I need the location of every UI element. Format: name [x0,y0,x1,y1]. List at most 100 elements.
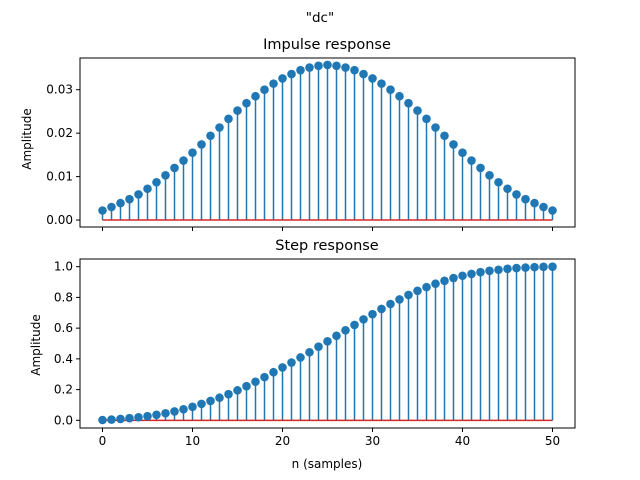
step-stem-marker [449,273,458,283]
impulse-stem-marker [404,98,413,108]
step-stem-marker [170,407,179,416]
step-stem-marker [206,396,215,406]
impulse-stem-marker [197,140,206,149]
step-stem-marker [107,415,116,424]
step-response-plot: Step response Amplitude n (samples) 0 10 2… [29,238,576,471]
impulse-stem-marker [530,198,539,208]
step-x-tick-label: 10 [185,434,200,448]
impulse-stem-marker [296,65,305,75]
step-stem-marker [530,262,539,272]
step-stem-marker [152,410,161,420]
step-x-tick-label: 0 [99,434,107,448]
step-stem-marker [377,304,386,314]
step-stem-marker [512,263,521,273]
impulse-stem-marker [458,148,467,158]
impulse-stem-marker [251,91,260,101]
step-stem-marker [197,399,206,409]
step-plot-title: Step response [275,238,379,254]
impulse-stem-marker [323,60,332,70]
impulse-stem-marker [539,202,548,212]
impulse-stem-marker [143,184,152,194]
impulse-axes-frame [79,57,576,228]
step-stem-marker [188,402,197,412]
step-stem-marker [125,413,134,423]
impulse-axes: 0.00 0.01 0.02 0.03 [46,57,576,231]
step-stem-marker [395,295,404,304]
step-stem-marker [242,381,251,391]
step-stem-marker [413,286,422,296]
impulse-stem-marker [368,74,377,83]
impulse-stem-marker [125,194,134,204]
impulse-stem-marker [341,63,350,72]
step-stem-marker [485,266,494,276]
impulse-stem-marker [431,123,440,132]
impulse-stem-marker [287,69,296,79]
step-axes-frame [79,258,576,429]
impulse-stem-marker [485,171,494,180]
step-stem-marker [179,404,188,414]
impulse-stem-marker [152,177,161,187]
step-stem-marker [494,265,503,275]
step-stem-marker [539,262,548,272]
impulse-stem-marker [134,190,143,199]
impulse-stem-marker [548,206,557,215]
step-stem-marker [143,411,152,421]
impulse-stems [98,60,557,221]
step-x-tick-label: 50 [545,434,560,448]
step-stem-marker [134,412,143,422]
impulse-stem-marker [206,131,215,141]
impulse-stem-marker [161,171,170,180]
impulse-y-tick-label: 0.02 [46,126,73,140]
step-stem-marker [98,415,107,425]
step-stem-marker [260,372,269,382]
impulse-stem-marker [242,98,251,108]
step-x-axis-label: n (samples) [292,457,363,471]
step-stem-marker [521,263,530,272]
step-stem-marker [503,264,512,274]
step-stem-marker [368,309,377,319]
impulse-plot-title: Impulse response [263,37,391,53]
impulse-stem-marker [215,123,224,132]
step-stem-marker [269,367,278,377]
step-y-tick-label: 0.8 [54,290,73,304]
impulse-stem-marker [494,177,503,187]
impulse-stem-marker [467,156,476,165]
step-stem-marker [332,331,341,341]
impulse-y-tick-label: 0.03 [46,83,73,97]
step-y-tick-label: 0.6 [54,321,73,335]
step-stem-marker [215,393,224,403]
impulse-stem-marker [188,148,197,158]
impulse-stem-marker [170,163,179,173]
impulse-stem-marker [179,156,188,165]
impulse-stem-marker [503,184,512,194]
step-stem-marker [224,389,233,399]
impulse-stem-marker [332,61,341,71]
impulse-stem-marker [413,106,422,115]
step-x-tick-label: 30 [365,434,380,448]
impulse-stem-marker [386,85,395,95]
impulse-stem-marker [476,163,485,173]
step-x-tick-label: 40 [455,434,470,448]
step-stem-marker [359,315,368,324]
impulse-stem-marker [107,202,116,212]
step-axes: 0 10 20 30 40 50 0.0 0.2 0.4 0.6 0.8 1.0 [54,258,576,448]
step-stem-marker [548,262,557,271]
step-stem-marker [350,320,359,330]
step-y-tick-label: 0.0 [54,413,73,427]
step-stem-marker [341,325,350,335]
impulse-stem-marker [269,79,278,88]
step-stem-marker [476,267,485,277]
step-y-tick-label: 1.0 [54,260,73,274]
step-stem-marker [404,290,413,300]
impulse-stem-marker [359,69,368,79]
step-stem-marker [161,408,170,418]
step-y-tick-label: 0.2 [54,383,73,397]
figure-suptitle: "dc" [306,10,334,26]
impulse-response-plot: Impulse response Amplitude 0.000.010.020… [20,37,576,231]
step-stem-marker [314,342,323,352]
step-stems [98,262,557,425]
step-stem-marker [386,299,395,309]
step-stem-marker [251,377,260,387]
step-stem-marker [422,282,431,292]
